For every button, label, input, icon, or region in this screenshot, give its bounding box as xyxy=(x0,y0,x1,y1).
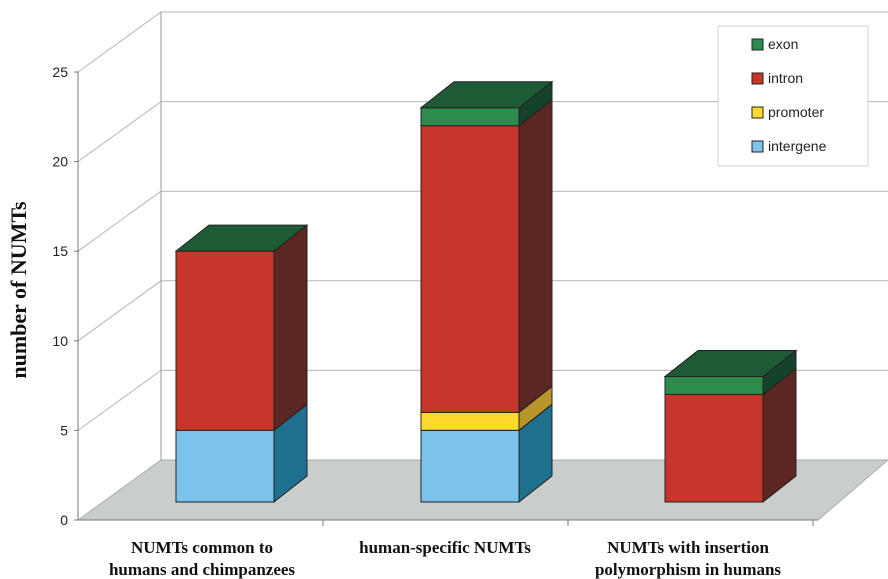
y-tick-label: 15 xyxy=(52,243,68,259)
bar-top xyxy=(174,224,309,252)
gridline-side xyxy=(77,369,162,431)
category-label: human-specific NUMTs xyxy=(359,538,531,557)
bar-1 xyxy=(419,80,554,504)
legend-label-promoter: promoter xyxy=(768,104,824,120)
bars xyxy=(174,80,798,504)
legend-swatch-intergene xyxy=(751,140,764,153)
category-label: polymorphism in humans xyxy=(595,560,781,579)
bar-side-intron xyxy=(518,98,553,414)
legend-label-intron: intron xyxy=(768,70,803,86)
category-label: NUMTs common to xyxy=(131,538,273,557)
y-tick-label: 25 xyxy=(52,64,68,80)
bar-segment-promoter xyxy=(420,411,520,431)
category-label: NUMTs with insertion xyxy=(607,538,769,557)
bar-segment-intergene xyxy=(420,429,520,503)
y-axis: 0 5 10 15 20 25 xyxy=(52,64,818,528)
bar-segment-exon xyxy=(420,107,520,127)
legend-label-exon: exon xyxy=(768,36,798,52)
legend-swatch-promoter xyxy=(751,106,764,119)
bar-2 xyxy=(663,349,798,504)
bar-segment-intergene xyxy=(175,429,275,503)
legend-swatch-intron xyxy=(751,72,764,85)
bar-side-intron xyxy=(273,224,308,432)
y-tick-label: 10 xyxy=(52,333,68,349)
y-tick-label: 0 xyxy=(60,512,68,528)
bar-segment-intron xyxy=(175,250,275,431)
bar-segment-intron xyxy=(664,393,764,503)
legend: exon intron promoter intergene xyxy=(717,25,869,167)
bar-segment-exon xyxy=(664,376,764,395)
y-axis-label: number of NUMTs xyxy=(6,201,31,379)
category-labels: NUMTs common to humans and chimpanzees hum… xyxy=(109,538,781,579)
gridline-side xyxy=(77,101,162,163)
y-tick-label: 5 xyxy=(60,422,68,438)
legend-box xyxy=(717,25,869,167)
bar-segment-intron xyxy=(420,125,520,413)
category-label: humans and chimpanzees xyxy=(109,560,295,579)
gridline-side xyxy=(77,280,162,342)
legend-swatch-exon xyxy=(751,38,764,51)
legend-label-intergene: intergene xyxy=(768,138,827,154)
bar-0 xyxy=(174,224,309,504)
bar-top xyxy=(663,350,798,378)
gridline-side xyxy=(77,190,162,252)
bar-top xyxy=(419,81,554,109)
y-tick-label: 20 xyxy=(52,154,68,170)
gridline-side xyxy=(77,11,162,73)
